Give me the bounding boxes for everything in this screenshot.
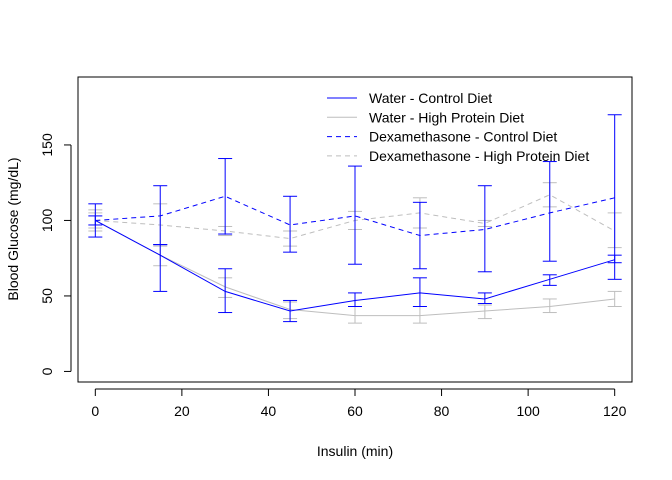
series-2 bbox=[88, 114, 622, 273]
legend-label: Water - High Protein Diet bbox=[369, 109, 524, 125]
x-tick-label: 0 bbox=[91, 403, 99, 419]
legend-label: Dexamethasone - High Protein Diet bbox=[369, 148, 589, 164]
y-tick-label: 50 bbox=[39, 288, 55, 304]
x-axis-label: Insulin (min) bbox=[317, 443, 393, 459]
plot-frame bbox=[77, 76, 633, 383]
y-tick-label: 0 bbox=[39, 367, 55, 375]
series-line bbox=[95, 219, 615, 312]
legend-label: Dexamethasone - Control Diet bbox=[369, 129, 557, 145]
x-tick-label: 80 bbox=[434, 403, 450, 419]
y-tick-label: 100 bbox=[39, 209, 55, 233]
legend: Water - Control Diet Water - High Protein… bbox=[327, 90, 589, 164]
x-tick-label: 120 bbox=[603, 403, 627, 419]
x-tick-label: 100 bbox=[516, 403, 540, 419]
y-axis-label: Blood Glucose (mg/dL) bbox=[5, 157, 21, 300]
x-tick-label: 60 bbox=[347, 403, 363, 419]
x-tick-label: 20 bbox=[174, 403, 190, 419]
plot-area bbox=[88, 114, 622, 324]
y-tick-label: 150 bbox=[39, 133, 55, 157]
x-tick-label: 40 bbox=[261, 403, 277, 419]
series-line bbox=[95, 219, 615, 317]
legend-label: Water - Control Diet bbox=[369, 90, 492, 106]
axes: 0 20 40 60 80 100 120 0 50 100 150 bbox=[39, 133, 627, 419]
